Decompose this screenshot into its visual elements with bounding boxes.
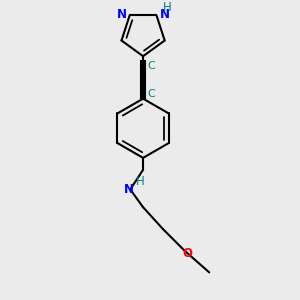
Text: N: N <box>159 8 170 21</box>
Text: H: H <box>163 1 172 14</box>
Text: N: N <box>117 8 127 21</box>
Text: C: C <box>147 61 155 71</box>
Text: N: N <box>124 183 134 196</box>
Text: H: H <box>136 175 145 188</box>
Text: C: C <box>147 89 155 99</box>
Text: O: O <box>182 247 193 260</box>
